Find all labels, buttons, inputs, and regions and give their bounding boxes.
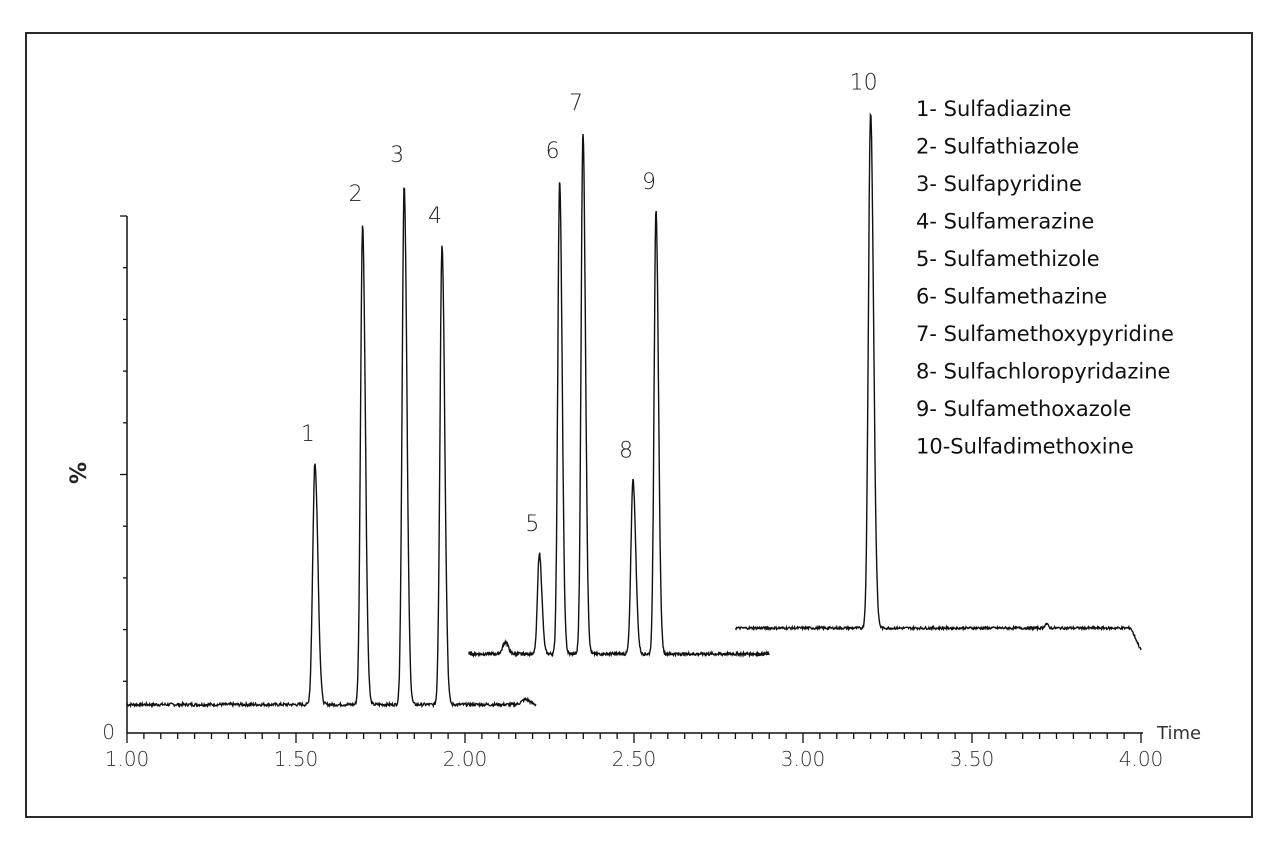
legend-item: 8- Sulfachloropyridazine: [916, 360, 1170, 384]
legend-item: 4- Sulfamerazine: [916, 210, 1094, 234]
axes: 0 1.00 1.50 2.00 2.50 3.00 3.50 4.00: [102, 215, 1164, 771]
peak-label-10: 10: [850, 71, 878, 96]
x-tick-label: 2.00: [443, 747, 488, 771]
peak-label-4: 4: [428, 204, 442, 229]
x-tick-label: 3.00: [781, 747, 826, 771]
y-axis-title: %: [67, 462, 92, 484]
peak-label-7: 7: [569, 91, 583, 116]
trace-2: [468, 133, 770, 659]
peak-label-9: 9: [642, 170, 656, 195]
x-axis-title: Time: [1156, 723, 1201, 744]
peak-label-6: 6: [546, 139, 560, 164]
legend-item: 5- Sulfamethizole: [916, 247, 1100, 271]
legend-item: 10-Sulfadimethoxine: [916, 435, 1134, 459]
legend-item: 7- Sulfamethoxypyridine: [916, 322, 1174, 346]
trace-1: [126, 187, 537, 709]
x-tick-label: 1.50: [274, 747, 319, 771]
legend-item: 3- Sulfapyridine: [916, 172, 1082, 196]
peak-label-1: 1: [301, 422, 315, 447]
peak-label-8: 8: [619, 439, 633, 464]
trace-3: [734, 112, 1142, 651]
legend-item: 2- Sulfathiazole: [916, 135, 1079, 159]
chart-frame: [25, 32, 1253, 818]
x-tick-label: 4.00: [1119, 747, 1164, 771]
legend-item: 9- Sulfamethoxazole: [916, 397, 1131, 421]
legend-item: 6- Sulfamethazine: [916, 285, 1107, 309]
x-tick-label: 1.00: [105, 747, 150, 771]
legend: 1- Sulfadiazine 2- Sulfathiazole 3- Sulfap…: [916, 97, 1174, 459]
y-tick-label: 0: [102, 720, 115, 744]
peak-labels: 1 2 3 4 5 67 8 9 10: [301, 71, 878, 538]
traces: [126, 112, 1142, 709]
legend-item: 1- Sulfadiazine: [916, 97, 1071, 121]
x-tick-label: 3.50: [950, 747, 995, 771]
x-tick-label: 2.50: [612, 747, 657, 771]
peak-label-2: 2: [349, 182, 363, 207]
peak-label-5: 5: [525, 512, 539, 537]
peak-label-3: 3: [390, 143, 404, 168]
